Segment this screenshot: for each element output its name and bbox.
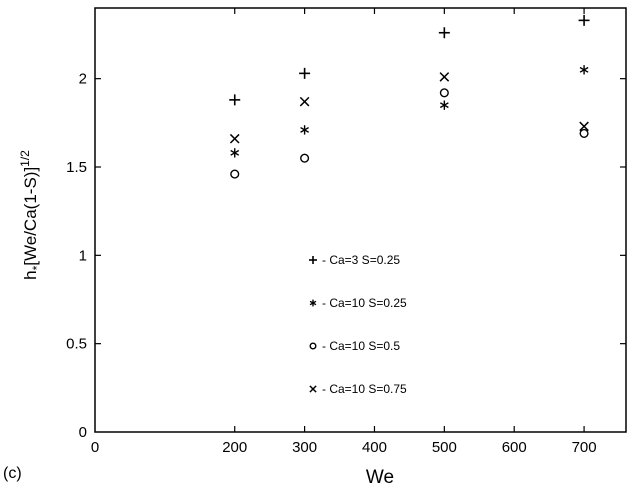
data-point	[300, 125, 310, 135]
data-point	[579, 65, 589, 75]
x-tick-label: 400	[362, 439, 387, 456]
y-tick-label: 0	[79, 424, 87, 441]
legend-label: - Ca=10 S=0.25	[322, 296, 407, 310]
x-tick-label: 300	[292, 439, 317, 456]
x-tick-label: 500	[432, 439, 457, 456]
y-axis-label-body: [We/Ca(1-S)]	[21, 167, 40, 266]
y-axis-label-main: h	[21, 270, 40, 279]
y-tick-label: 0.5	[66, 336, 87, 353]
data-point	[299, 96, 310, 107]
data-point	[309, 385, 317, 393]
legend-label: - Ca=3 S=0.25	[322, 253, 400, 267]
x-axis-label: We	[366, 467, 394, 488]
data-point	[309, 256, 317, 264]
legend-label: - Ca=10 S=0.75	[322, 382, 407, 396]
data-point	[579, 128, 589, 138]
data-point	[230, 169, 240, 179]
data-point	[579, 121, 589, 132]
y-axis-label-subscript: *	[30, 265, 44, 270]
y-tick-label: 1.5	[66, 159, 87, 176]
y-axis-ticks: 0 0.5 1 1.5 2	[66, 71, 626, 441]
panel-label: (c)	[3, 465, 22, 482]
y-axis-label-superscript: 1/2	[18, 150, 32, 167]
data-point	[309, 342, 317, 350]
legend-label: - Ca=10 S=0.5	[322, 339, 400, 353]
x-tick-label: 700	[572, 439, 597, 456]
plot-frame	[94, 7, 627, 433]
legend-item: - Ca=10 S=0.75	[309, 382, 407, 396]
legend: - Ca=3 S=0.25 - Ca=10 S=0.25 - Ca=10 S=0.5…	[309, 253, 407, 396]
y-axis-label: h*[We/Ca(1-S)]1/2	[18, 150, 44, 280]
x-tick-label: 0	[91, 439, 99, 456]
data-point	[439, 88, 449, 98]
x-axis-ticks: 0 200 300 400 500 600 700	[91, 8, 597, 456]
data-point	[230, 148, 240, 158]
x-tick-label: 600	[502, 439, 527, 456]
legend-item: - Ca=3 S=0.25	[309, 253, 400, 267]
data-point	[299, 67, 311, 79]
data-point	[578, 14, 590, 26]
data-markers	[229, 14, 590, 179]
x-tick-label: 200	[222, 439, 247, 456]
legend-item: - Ca=10 S=0.5	[309, 339, 400, 353]
data-point	[300, 153, 310, 163]
data-point	[309, 299, 317, 307]
legend-item: - Ca=10 S=0.25	[309, 296, 407, 310]
data-point	[438, 27, 450, 39]
data-point	[439, 100, 449, 110]
data-point	[439, 72, 450, 82]
data-point	[229, 94, 241, 106]
y-tick-label: 1	[79, 247, 87, 264]
data-point	[229, 133, 240, 144]
y-tick-label: 2	[79, 71, 87, 88]
